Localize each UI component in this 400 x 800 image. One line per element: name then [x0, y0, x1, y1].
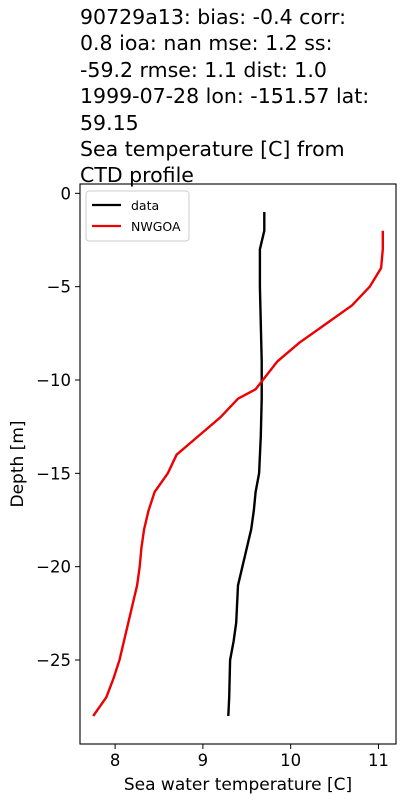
title-line: CTD profile [80, 163, 194, 188]
chart-title: 90729a13: bias: -0.4 corr: 0.8 ioa: nan … [80, 4, 398, 189]
legend-box [85, 190, 190, 242]
y-tick-label: −10 [36, 371, 71, 390]
title-line: 0.8 ioa: nan mse: 1.2 ss: [80, 31, 333, 56]
x-tick-label: 11 [368, 751, 389, 770]
title-line: 59.15 [80, 110, 139, 135]
title-line: 1999-07-28 lon: -151.57 lat: [80, 84, 370, 109]
x-tick-label: 9 [198, 751, 209, 770]
x-axis-label: Sea water temperature [C] [124, 775, 352, 795]
series-line-nwgoa [92, 230, 384, 717]
legend: data NWGOA [85, 190, 190, 242]
title-line: Sea temperature [C] from [80, 137, 345, 162]
series-line-data [227, 212, 266, 717]
title-line: 90729a13: bias: -0.4 corr: [80, 5, 347, 29]
y-tick-label: −15 [36, 464, 71, 483]
legend-label-nwgoa: NWGOA [131, 219, 181, 234]
y-tick-label: −25 [36, 651, 71, 670]
y-axis-ticks: 0 −5 −10 −15 −20 −25 [36, 184, 80, 670]
title-line: -59.2 rmse: 1.1 dist: 1.0 [80, 57, 327, 82]
x-tick-label: 10 [280, 751, 301, 770]
y-tick-label: −5 [47, 278, 71, 297]
y-axis-label: Depth [m] [8, 420, 28, 507]
plot-lines [92, 212, 384, 717]
legend-label-data: data [131, 198, 159, 213]
x-tick-label: 8 [110, 751, 121, 770]
axes-frame [79, 183, 397, 745]
y-tick-label: −20 [36, 558, 71, 577]
y-tick-label: 0 [61, 184, 72, 203]
x-axis-ticks: 8 9 10 11 [110, 744, 389, 770]
